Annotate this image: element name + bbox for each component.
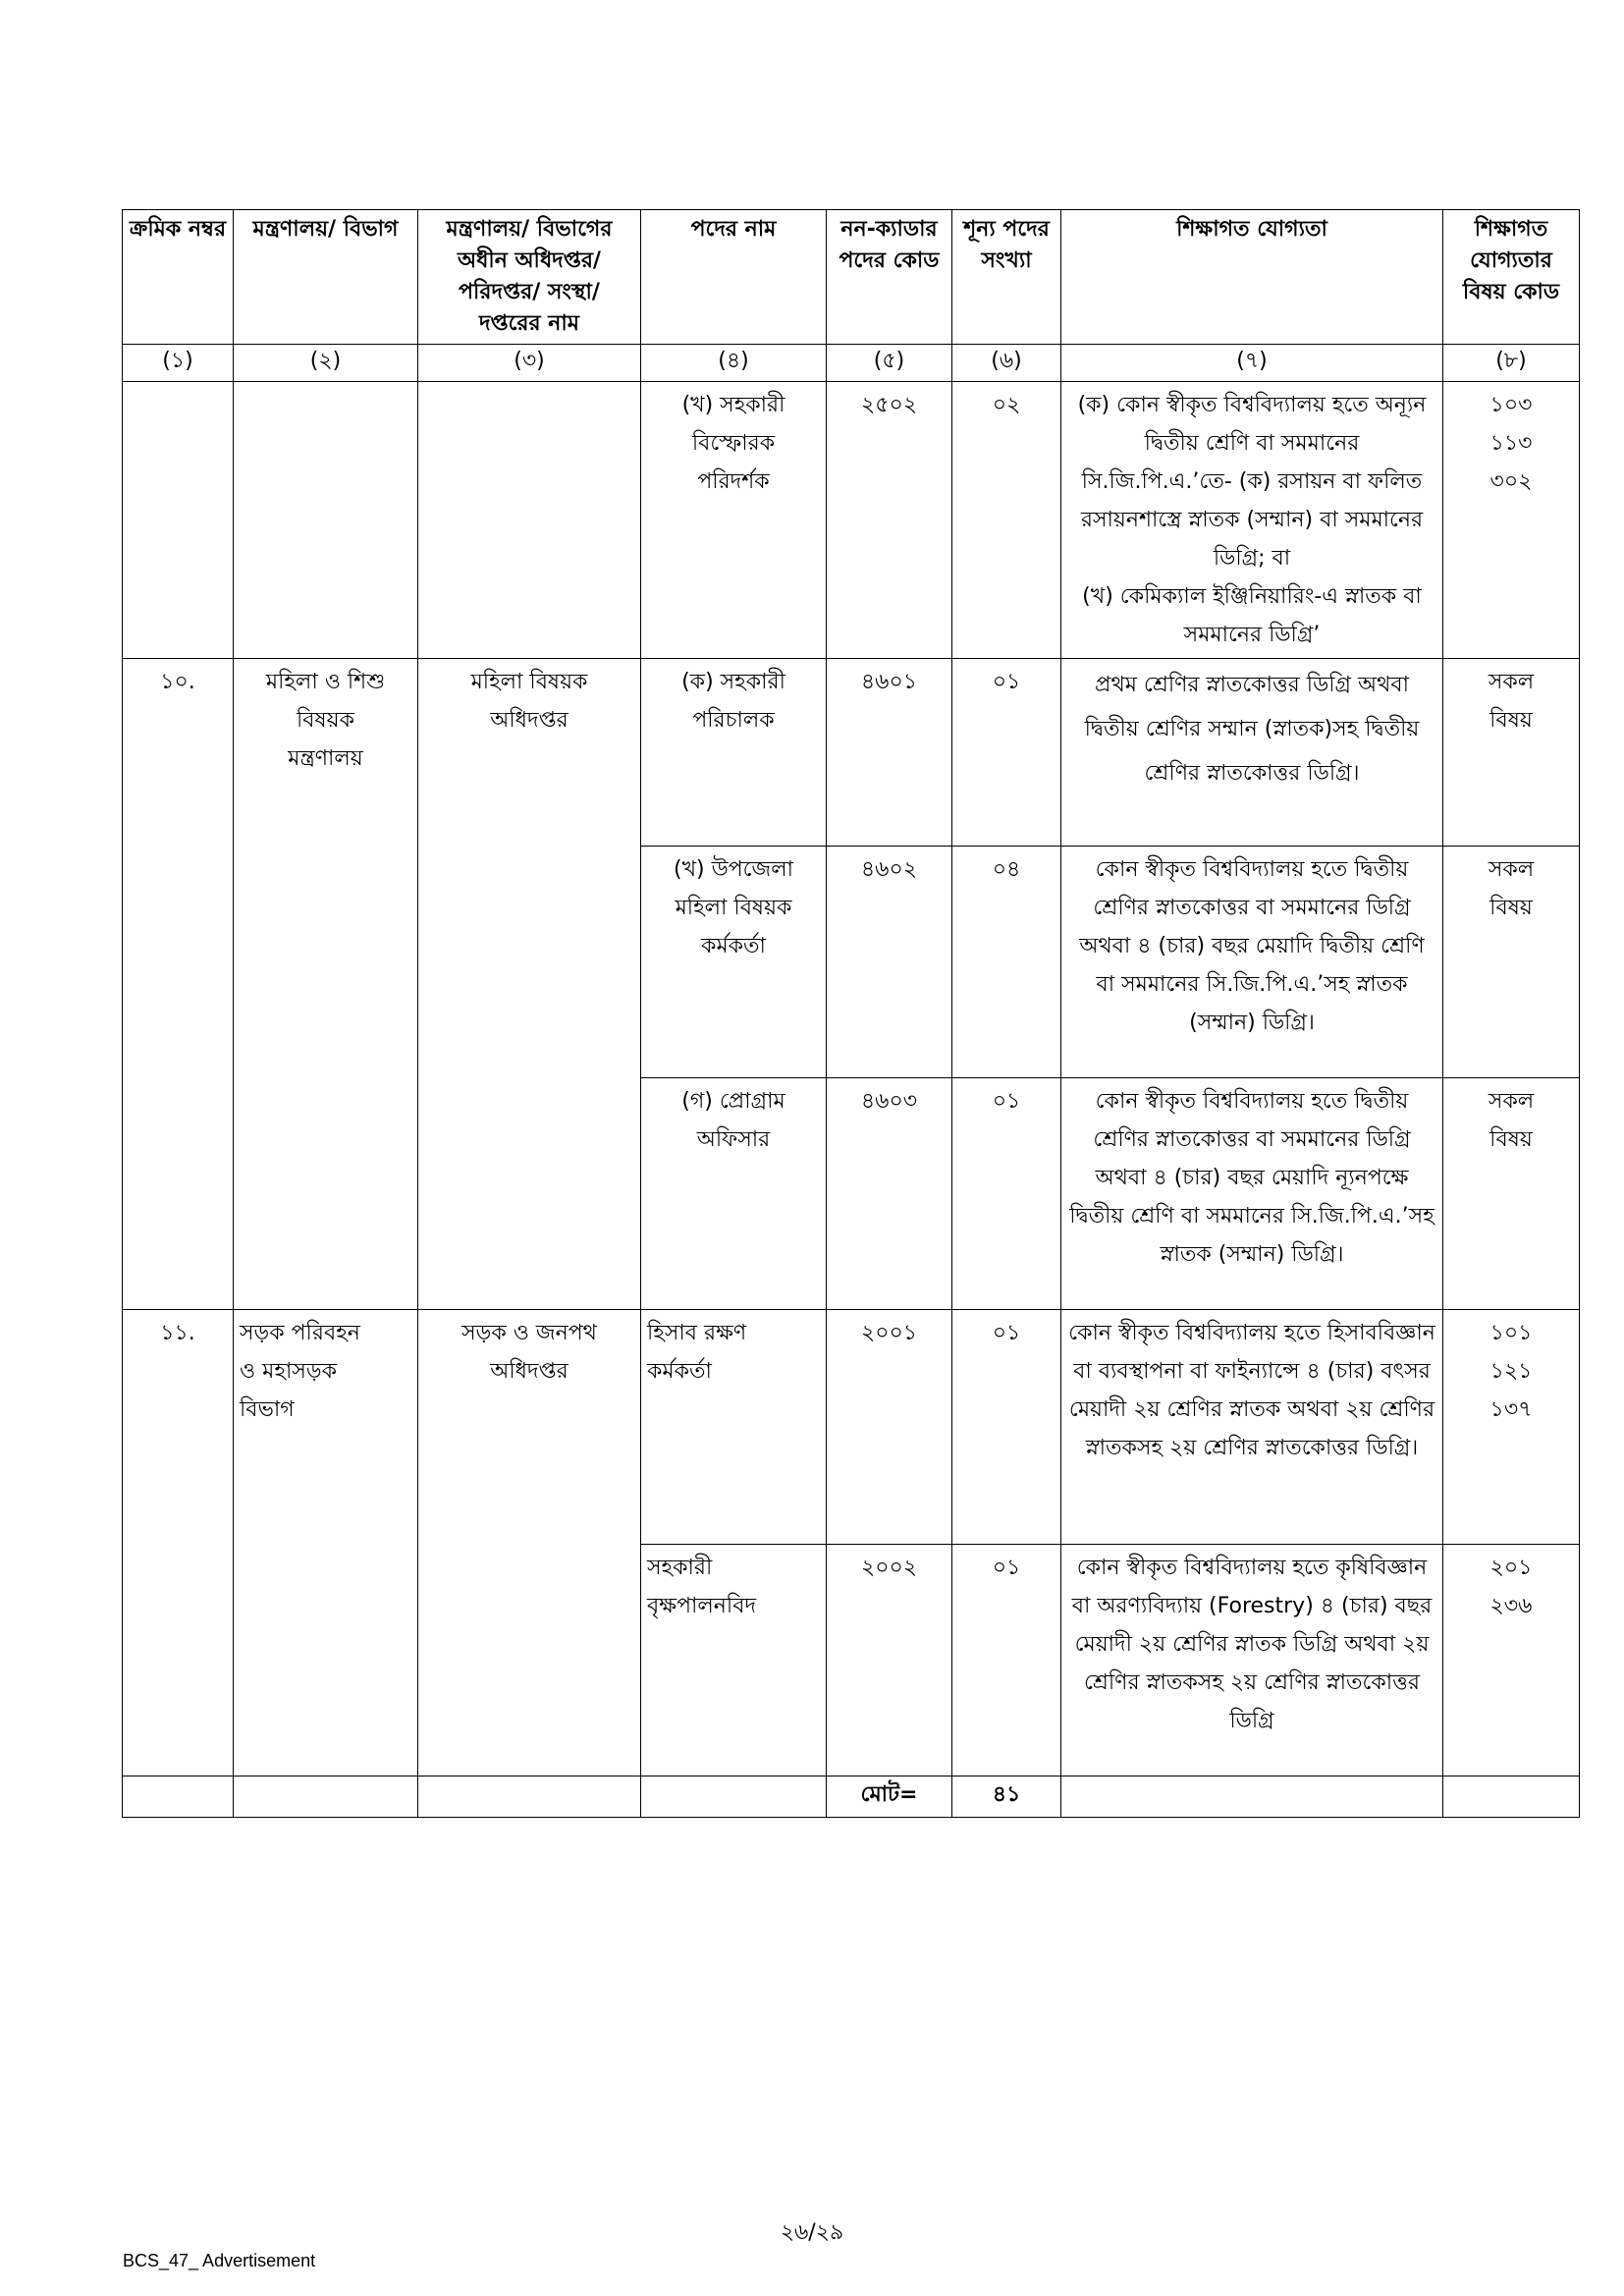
table-row: (খ) উপজেলা মহিলা বিষয়ক কর্মকর্তা ৪৬০২ ০… <box>123 846 1580 1078</box>
post-cell: (ক) সহকারী পরিচালক <box>640 658 827 847</box>
table-row: ১১. সড়ক পরিবহন ও মহাসড়ক বিভাগ সড়ক ও জ… <box>122 1309 1580 1777</box>
empty-cell <box>233 1776 418 1818</box>
col-number: (১) <box>122 344 234 382</box>
post-cell: (গ) প্রোগ্রাম অফিসার <box>640 1077 827 1310</box>
subject-code-cell: ২০১ ২৩৬ <box>1442 1544 1580 1777</box>
header-post: পদের নাম <box>640 209 827 345</box>
post-cell: (খ) সহকারী বিস্ফোরক পরিদর্শক <box>640 381 827 659</box>
header-department: মন্ত্রণালয়/ বিভাগের অধীন অধিদপ্তর/ পরিদ… <box>417 209 641 345</box>
vacancies-cell: ০৪ <box>951 846 1061 1078</box>
subject-code-cell: ১০১ ১২১ ১৩৭ <box>1442 1309 1580 1545</box>
code-cell: ৪৬০২ <box>826 846 952 1078</box>
header-serial: ক্রমিক নম্বর <box>122 209 234 345</box>
table-row: সহকারী বৃক্ষপালনবিদ ২০০২ ০১ কোন স্বীকৃত … <box>123 1544 1580 1777</box>
serial-cell <box>122 381 234 659</box>
code-cell: ২৫০২ <box>826 381 952 659</box>
page-number: ২৬/২৯ <box>780 2220 844 2245</box>
table-row: ১০. মহিলা ও শিশু বিষয়ক মন্ত্রণালয় মহিল… <box>122 658 1580 1310</box>
department-cell <box>417 381 641 659</box>
vacancies-cell: ০১ <box>951 1077 1061 1310</box>
col-number: (৭) <box>1060 344 1443 382</box>
qualification-cell: (ক) কোন স্বীকৃত বিশ্ববিদ্যালয় হতে অন্যূ… <box>1060 381 1443 659</box>
code-cell: ৪৬০৩ <box>826 1077 952 1310</box>
post-cell: (খ) উপজেলা মহিলা বিষয়ক কর্মকর্তা <box>640 846 827 1078</box>
col-number: (৪) <box>640 344 827 382</box>
subject-code-cell: ১০৩ ১১৩ ৩০২ <box>1442 381 1580 659</box>
table-row: (গ) প্রোগ্রাম অফিসার ৪৬০৩ ০১ কোন স্বীকৃত… <box>123 1077 1580 1310</box>
ministry-cell: সড়ক পরিবহন ও মহাসড়ক বিভাগ <box>233 1309 418 1777</box>
post-cell: হিসাব রক্ষণ কর্মকর্তা <box>640 1309 827 1545</box>
serial-cell: ১১. <box>122 1309 234 1777</box>
footer-text: BCS_47_ Advertisement <box>123 2251 316 2270</box>
total-label: মোট= <box>826 1776 952 1818</box>
post-cell: সহকারী বৃক্ষপালনবিদ <box>640 1544 827 1777</box>
ministry-cell: মহিলা ও শিশু বিষয়ক মন্ত্রণালয় <box>233 658 418 1310</box>
department-cell: সড়ক ও জনপথ অধিদপ্তর <box>417 1309 641 1777</box>
header-row: ক্রমিক নম্বর মন্ত্রণালয়/ বিভাগ মন্ত্রণা… <box>122 209 1580 345</box>
code-cell: ৪৬০১ <box>826 658 952 847</box>
empty-cell <box>1442 1776 1580 1818</box>
vacancies-cell: ০১ <box>951 1544 1061 1777</box>
header-ministry: মন্ত্রণালয়/ বিভাগ <box>233 209 418 345</box>
serial-cell: ১০. <box>122 658 234 1310</box>
vacancies-cell: ০১ <box>951 658 1061 847</box>
subject-code-cell: সকল বিষয় <box>1442 658 1580 847</box>
column-number-row: (১) (২) (৩) (৪) (৫) (৬) (৭) (৮) <box>122 344 1580 382</box>
subject-code-cell: সকল বিষয় <box>1442 846 1580 1078</box>
vacancies-cell: ০২ <box>951 381 1061 659</box>
qualification-cell: কোন স্বীকৃত বিশ্ববিদ্যালয় হতে হিসাববিজ্… <box>1060 1309 1443 1545</box>
total-row: মোট= ৪১ <box>122 1776 1580 1818</box>
table-row: (খ) সহকারী বিস্ফোরক পরিদর্শক ২৫০২ ০২ (ক)… <box>122 381 1580 659</box>
empty-cell <box>1060 1776 1443 1818</box>
qualification-cell: কোন স্বীকৃত বিশ্ববিদ্যালয় হতে দ্বিতীয় … <box>1060 1077 1443 1310</box>
vacancies-cell: ০১ <box>951 1309 1061 1545</box>
empty-cell <box>122 1776 234 1818</box>
header-code: নন-ক্যাডার পদের কোড <box>826 209 952 345</box>
col-number: (৮) <box>1442 344 1580 382</box>
vacancy-table: ক্রমিক নম্বর মন্ত্রণালয়/ বিভাগ মন্ত্রণা… <box>122 209 1580 1818</box>
empty-cell <box>640 1776 827 1818</box>
total-value: ৪১ <box>951 1776 1061 1818</box>
header-qualification: শিক্ষাগত যোগ্যতা <box>1060 209 1443 345</box>
code-cell: ২০০১ <box>826 1309 952 1545</box>
empty-cell <box>417 1776 641 1818</box>
qualification-cell: কোন স্বীকৃত বিশ্ববিদ্যালয় হতে কৃষিবিজ্ঞ… <box>1060 1544 1443 1777</box>
header-vacancies: শূন্য পদের সংখ্যা <box>951 209 1061 345</box>
code-cell: ২০০২ <box>826 1544 952 1777</box>
subject-code-cell: সকল বিষয় <box>1442 1077 1580 1310</box>
ministry-cell <box>233 381 418 659</box>
col-number: (৬) <box>951 344 1061 382</box>
col-number: (৩) <box>417 344 641 382</box>
qualification-cell: কোন স্বীকৃত বিশ্ববিদ্যালয় হতে দ্বিতীয় … <box>1060 846 1443 1078</box>
col-number: (৫) <box>826 344 952 382</box>
department-cell: মহিলা বিষয়ক অধিদপ্তর <box>417 658 641 1310</box>
header-subject-code: শিক্ষাগত যোগ্যতার বিষয় কোড <box>1442 209 1580 345</box>
qualification-cell: প্রথম শ্রেণির স্নাতকোত্তর ডিগ্রি অথবা দ্… <box>1060 658 1443 847</box>
col-number: (২) <box>233 344 418 382</box>
